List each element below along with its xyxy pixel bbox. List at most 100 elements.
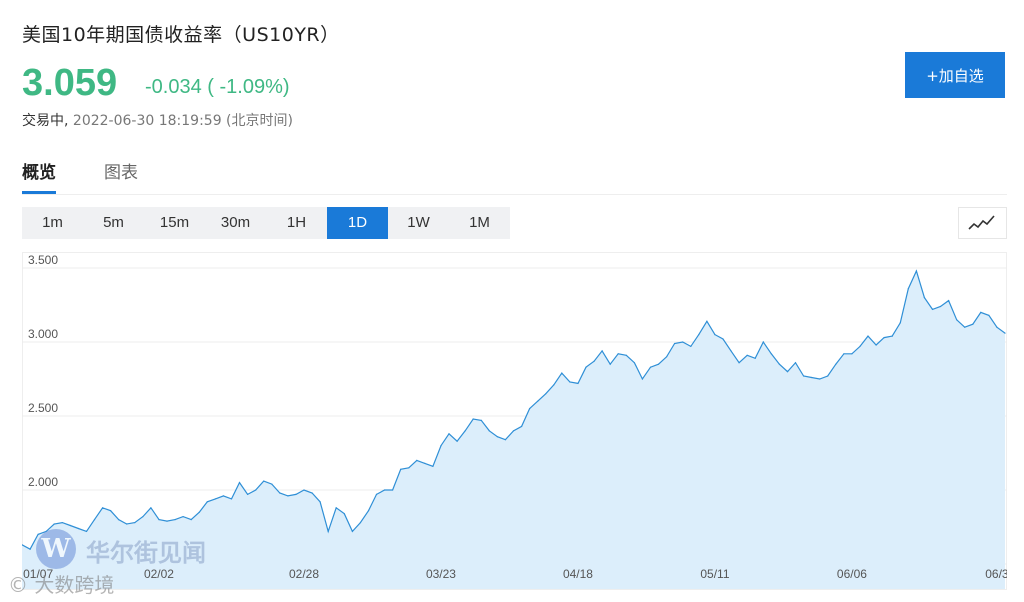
data-point [649,366,652,368]
page-title: 美国10年期国债收益率（US10YR） [22,24,340,46]
data-point [384,489,386,491]
data-point [851,353,853,355]
data-point [424,462,426,464]
period-1h[interactable]: 1H [286,214,307,231]
data-point [488,430,490,432]
data-point [375,493,378,495]
x-tick-label: 06/06 [837,567,867,581]
data-point [988,314,990,316]
data-point [593,360,595,362]
x-tick-label: 01/07 [23,567,53,581]
data-point [553,384,555,386]
data-point [150,507,152,509]
data-point [222,495,224,497]
data-point [327,530,329,532]
data-point [521,425,523,427]
data-point [529,408,531,410]
period-1w[interactable]: 1W [407,214,430,231]
timestamp: 2022-06-30 18:19:59 (北京时间) [72,113,293,129]
data-point [295,493,297,495]
add-watchlist-button[interactable]: +加自选 [905,52,1005,98]
y-tick-label: 2.000 [28,475,58,489]
chart-type-toggle[interactable] [958,207,1007,239]
data-point [964,326,966,328]
period-5m[interactable]: 5m [103,214,124,231]
data-point [85,530,88,532]
data-point [182,516,184,518]
data-point [561,372,563,374]
data-point [504,439,506,441]
data-point [174,519,176,521]
data-point [778,363,781,365]
data-point [803,375,805,377]
data-point [754,357,756,359]
data-point [569,381,571,383]
data-point [537,400,539,402]
period-30m[interactable]: 30m [220,214,251,231]
data-point [730,350,732,352]
line-chart-icon [968,215,995,230]
trading-status: 交易中, 2022-06-30 18:19:59 (北京时间) [22,110,293,130]
data-point [287,495,289,497]
tab-overview[interactable]: 概览 [22,158,56,194]
data-point [972,323,974,325]
x-tick-label: 03/23 [426,567,456,581]
y-tick-label: 3.500 [28,253,58,267]
data-point [698,334,700,336]
data-point [633,362,636,364]
data-point [214,498,216,500]
data-point [238,482,241,484]
data-point [883,337,885,339]
data-point [118,519,120,521]
data-point [682,341,684,343]
data-point [198,511,200,513]
data-point [980,311,982,313]
data-point [770,353,772,355]
data-point [875,344,877,346]
data-point [472,418,474,420]
watermark-logo: W [36,529,76,569]
data-point [102,507,104,509]
data-point [609,363,611,365]
data-point [496,436,498,438]
data-point [1004,332,1006,334]
data-point [142,516,144,518]
data-point [335,507,337,509]
period-15m[interactable]: 15m [159,214,190,231]
yield-chart[interactable]: 1.5002.0002.5003.0003.50001/0702/0202/28… [22,252,1007,590]
data-point [827,375,829,377]
period-1m[interactable]: 1m [42,214,63,231]
data-point [722,338,724,340]
data-point [303,489,305,491]
data-point [891,335,893,337]
data-point [134,522,136,524]
x-tick-label: 05/11 [700,567,729,581]
data-point [811,376,813,379]
data-point [480,419,482,421]
period-1d[interactable]: 1D [327,207,388,239]
data-point [255,489,257,491]
data-point [714,334,716,336]
tab-chart[interactable]: 图表 [104,163,138,183]
price-change: -0.034 ( -1.09%) [145,76,290,98]
data-point [400,468,402,470]
data-point [706,320,708,322]
data-point [577,382,579,384]
data-point [786,371,789,373]
data-point [351,530,353,532]
period-1mo[interactable]: 1M [469,214,490,231]
data-point [545,393,547,395]
data-point [996,326,998,328]
data-point [617,353,619,355]
watermark-secondary: © 大数跨境 [8,573,115,597]
data-point [158,519,160,521]
data-point [690,345,692,347]
data-point [859,345,861,347]
data-point [931,308,934,310]
trading-state-label: 交易中, [22,113,69,129]
data-point [432,465,434,467]
data-point [319,501,321,503]
data-point [585,366,587,368]
data-point [601,350,603,352]
period-selector: 1m 5m 15m 30m 1H 1D 1W 1M [22,207,510,239]
